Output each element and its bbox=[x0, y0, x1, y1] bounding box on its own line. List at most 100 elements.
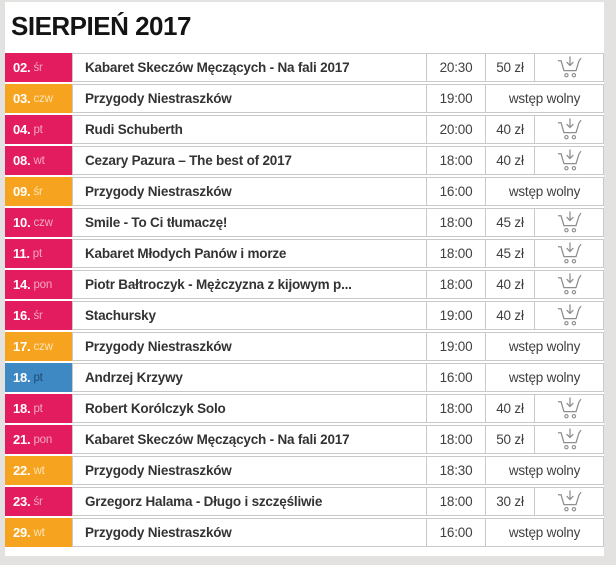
event-title[interactable]: Piotr Bałtroczyk - Mężczyzna z kijowym p… bbox=[72, 270, 427, 299]
price-cell: 40 zł bbox=[485, 115, 535, 144]
date-day: 22. bbox=[13, 463, 31, 478]
date-day: 02. bbox=[13, 60, 31, 75]
event-time: 20:00 bbox=[426, 115, 486, 144]
event-title[interactable]: Przygody Niestraszków bbox=[72, 84, 427, 113]
date-badge: 11. pt bbox=[5, 239, 72, 268]
cart-download-icon bbox=[556, 148, 583, 173]
date-badge: 21. pon bbox=[5, 425, 72, 454]
event-title[interactable]: Przygody Niestraszków bbox=[72, 456, 427, 485]
date-day: 03. bbox=[13, 91, 31, 106]
events-table: 02. śr Kabaret Skeczów Męczących - Na fa… bbox=[5, 53, 604, 547]
buy-ticket-button[interactable] bbox=[534, 146, 604, 175]
date-badge: 18. pt bbox=[5, 363, 72, 392]
event-title[interactable]: Przygody Niestraszków bbox=[72, 177, 427, 206]
date-dow: śr bbox=[33, 495, 43, 508]
event-title[interactable]: Smile - To Ci tłumaczę! bbox=[72, 208, 427, 237]
date-dow: czw bbox=[33, 216, 53, 229]
date-day: 23. bbox=[13, 494, 31, 509]
cart-download-icon bbox=[556, 396, 583, 421]
event-time: 18:30 bbox=[426, 456, 486, 485]
event-time: 18:00 bbox=[426, 425, 486, 454]
price-cell: 45 zł bbox=[485, 239, 535, 268]
free-entry-cell: wstęp wolny bbox=[485, 332, 604, 361]
event-row: 18. pt Robert Korólczyk Solo 18:00 40 zł bbox=[5, 394, 604, 423]
date-dow: pt bbox=[33, 123, 43, 136]
buy-ticket-button[interactable] bbox=[534, 394, 604, 423]
date-dow: śr bbox=[33, 185, 43, 198]
event-row: 18. pt Andrzej Krzywy 16:00 wstęp wolny bbox=[5, 363, 604, 392]
date-badge: 08. wt bbox=[5, 146, 72, 175]
event-title[interactable]: Kabaret Młodych Panów i morze bbox=[72, 239, 427, 268]
date-day: 21. bbox=[13, 432, 31, 447]
cart-download-icon bbox=[556, 241, 583, 266]
date-badge: 22. wt bbox=[5, 456, 72, 485]
price-cell: 40 zł bbox=[485, 146, 535, 175]
date-dow: wt bbox=[33, 526, 45, 539]
event-title[interactable]: Przygody Niestraszków bbox=[72, 518, 427, 547]
buy-ticket-button[interactable] bbox=[534, 487, 604, 516]
date-day: 16. bbox=[13, 308, 31, 323]
date-dow: wt bbox=[33, 464, 45, 477]
event-row: 21. pon Kabaret Skeczów Męczących - Na f… bbox=[5, 425, 604, 454]
cart-download-icon bbox=[556, 427, 583, 452]
buy-ticket-button[interactable] bbox=[534, 53, 604, 82]
buy-ticket-button[interactable] bbox=[534, 239, 604, 268]
event-row: 09. śr Przygody Niestraszków 16:00 wstęp… bbox=[5, 177, 604, 206]
event-row: 02. śr Kabaret Skeczów Męczących - Na fa… bbox=[5, 53, 604, 82]
buy-ticket-button[interactable] bbox=[534, 301, 604, 330]
date-day: 14. bbox=[13, 277, 31, 292]
price-cell: 45 zł bbox=[485, 208, 535, 237]
buy-ticket-button[interactable] bbox=[534, 270, 604, 299]
event-title[interactable]: Kabaret Skeczów Męczących - Na fali 2017 bbox=[72, 53, 427, 82]
date-day: 18. bbox=[13, 401, 31, 416]
date-dow: czw bbox=[33, 92, 53, 105]
date-dow: śr bbox=[33, 309, 43, 322]
event-row: 10. czw Smile - To Ci tłumaczę! 18:00 45… bbox=[5, 208, 604, 237]
page-title: SIERPIEŃ 2017 bbox=[11, 11, 191, 41]
event-title[interactable]: Kabaret Skeczów Męczących - Na fali 2017 bbox=[72, 425, 427, 454]
event-title[interactable]: Rudi Schuberth bbox=[72, 115, 427, 144]
event-row: 08. wt Cezary Pazura – The best of 2017 … bbox=[5, 146, 604, 175]
date-badge: 16. śr bbox=[5, 301, 72, 330]
date-badge: 04. pt bbox=[5, 115, 72, 144]
cart-download-icon bbox=[556, 55, 583, 80]
free-entry-cell: wstęp wolny bbox=[485, 363, 604, 392]
date-dow: wt bbox=[33, 154, 45, 167]
date-badge: 02. śr bbox=[5, 53, 72, 82]
event-time: 18:00 bbox=[426, 487, 486, 516]
buy-ticket-button[interactable] bbox=[534, 208, 604, 237]
event-row: 14. pon Piotr Bałtroczyk - Mężczyzna z k… bbox=[5, 270, 604, 299]
date-day: 04. bbox=[13, 122, 31, 137]
free-entry-cell: wstęp wolny bbox=[485, 518, 604, 547]
price-cell: 50 zł bbox=[485, 53, 535, 82]
date-day: 18. bbox=[13, 370, 31, 385]
free-entry-cell: wstęp wolny bbox=[485, 456, 604, 485]
event-title[interactable]: Andrzej Krzywy bbox=[72, 363, 427, 392]
event-title[interactable]: Cezary Pazura – The best of 2017 bbox=[72, 146, 427, 175]
event-row: 29. wt Przygody Niestraszków 16:00 wstęp… bbox=[5, 518, 604, 547]
date-day: 11. bbox=[13, 246, 30, 261]
date-day: 10. bbox=[13, 215, 31, 230]
cart-download-icon bbox=[556, 272, 583, 297]
event-time: 19:00 bbox=[426, 301, 486, 330]
price-cell: 30 zł bbox=[485, 487, 535, 516]
date-badge: 23. śr bbox=[5, 487, 72, 516]
event-title[interactable]: Przygody Niestraszków bbox=[72, 332, 427, 361]
price-cell: 40 zł bbox=[485, 301, 535, 330]
cart-download-icon bbox=[556, 303, 583, 328]
date-badge: 10. czw bbox=[5, 208, 72, 237]
cart-download-icon bbox=[556, 117, 583, 142]
event-title[interactable]: Grzegorz Halama - Długo i szczęśliwie bbox=[72, 487, 427, 516]
event-title[interactable]: Stachursky bbox=[72, 301, 427, 330]
date-dow: pt bbox=[32, 247, 42, 260]
date-dow: pon bbox=[33, 433, 53, 446]
event-title[interactable]: Robert Korólczyk Solo bbox=[72, 394, 427, 423]
event-time: 18:00 bbox=[426, 146, 486, 175]
buy-ticket-button[interactable] bbox=[534, 115, 604, 144]
event-row: 17. czw Przygody Niestraszków 19:00 wstę… bbox=[5, 332, 604, 361]
event-time: 16:00 bbox=[426, 177, 486, 206]
cart-download-icon bbox=[556, 489, 583, 514]
date-badge: 18. pt bbox=[5, 394, 72, 423]
event-row: 23. śr Grzegorz Halama - Długo i szczęśl… bbox=[5, 487, 604, 516]
buy-ticket-button[interactable] bbox=[534, 425, 604, 454]
